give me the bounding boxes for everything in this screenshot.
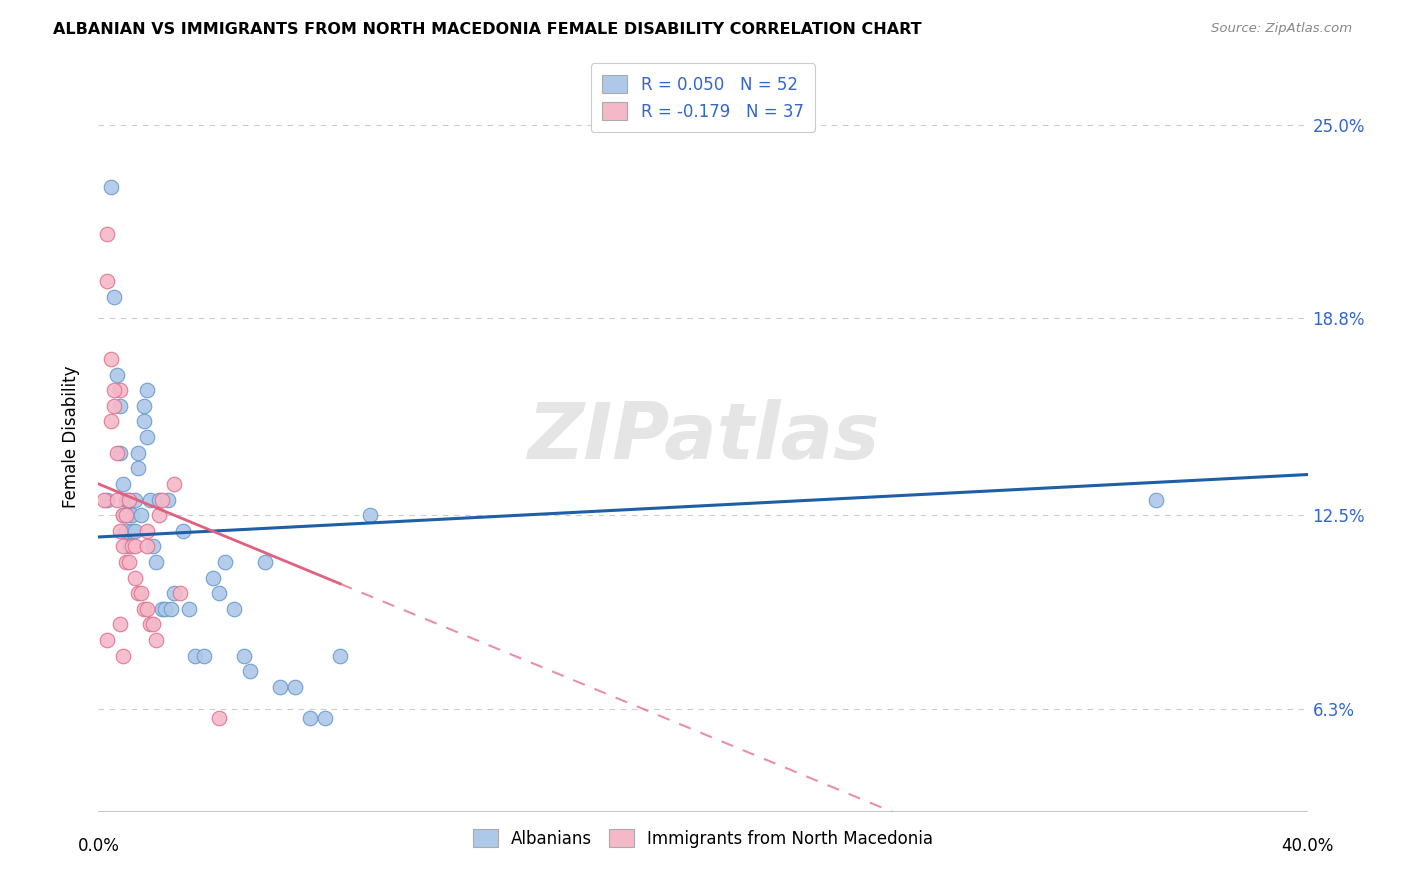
Point	[329, 648, 352, 663]
Point	[360, 508, 382, 523]
Point	[314, 711, 336, 725]
Point	[96, 492, 118, 507]
Point	[232, 648, 254, 663]
Point	[108, 399, 131, 413]
Point	[284, 680, 307, 694]
Point	[135, 430, 157, 444]
Point	[103, 289, 125, 303]
Point	[108, 617, 131, 632]
Point	[179, 602, 201, 616]
Point	[129, 508, 152, 523]
Point	[118, 539, 141, 553]
Point	[100, 414, 122, 429]
Point	[93, 492, 115, 507]
Point	[135, 524, 157, 538]
Text: 0.0%: 0.0%	[77, 837, 120, 855]
Point	[253, 555, 276, 569]
Point	[121, 524, 143, 538]
Point	[127, 446, 149, 460]
Point	[299, 711, 322, 725]
Point	[100, 180, 122, 194]
Point	[111, 539, 134, 553]
Point	[148, 508, 170, 523]
Point	[156, 492, 179, 507]
Point	[150, 492, 173, 507]
Point	[160, 602, 183, 616]
Point	[139, 492, 162, 507]
Point	[132, 602, 155, 616]
Point	[114, 524, 136, 538]
Point	[96, 227, 118, 241]
Point	[96, 274, 118, 288]
Point	[169, 586, 191, 600]
Point	[105, 492, 128, 507]
Point	[124, 524, 146, 538]
Point	[150, 602, 173, 616]
Point	[142, 539, 165, 553]
Text: 40.0%: 40.0%	[1281, 837, 1334, 855]
Point	[239, 664, 262, 679]
Point	[224, 602, 246, 616]
Point	[124, 571, 146, 585]
Point	[129, 586, 152, 600]
Point	[105, 446, 128, 460]
Point	[172, 524, 194, 538]
Point	[135, 384, 157, 398]
Legend: Albanians, Immigrants from North Macedonia: Albanians, Immigrants from North Macedon…	[461, 818, 945, 860]
Point	[132, 399, 155, 413]
Point	[142, 617, 165, 632]
Point	[100, 351, 122, 366]
Point	[127, 461, 149, 475]
Point	[121, 539, 143, 553]
Point	[108, 384, 131, 398]
Point	[163, 586, 186, 600]
Text: Source: ZipAtlas.com: Source: ZipAtlas.com	[1212, 22, 1353, 36]
Point	[103, 384, 125, 398]
Point	[139, 617, 162, 632]
Point	[105, 368, 128, 382]
Point	[108, 446, 131, 460]
Point	[114, 492, 136, 507]
Point	[118, 492, 141, 507]
Point	[145, 633, 167, 648]
Point	[1146, 492, 1168, 507]
Point	[148, 492, 170, 507]
Point	[135, 602, 157, 616]
Point	[132, 414, 155, 429]
Point	[135, 539, 157, 553]
Point	[108, 524, 131, 538]
Point	[114, 555, 136, 569]
Point	[111, 476, 134, 491]
Point	[118, 492, 141, 507]
Point	[145, 555, 167, 569]
Point	[124, 492, 146, 507]
Point	[208, 711, 231, 725]
Point	[118, 555, 141, 569]
Point	[202, 571, 225, 585]
Point	[103, 399, 125, 413]
Point	[208, 586, 231, 600]
Point	[214, 555, 236, 569]
Point	[111, 508, 134, 523]
Point	[118, 508, 141, 523]
Point	[111, 508, 134, 523]
Point	[153, 602, 176, 616]
Point	[163, 476, 186, 491]
Point	[127, 586, 149, 600]
Point	[114, 508, 136, 523]
Point	[193, 648, 215, 663]
Text: ALBANIAN VS IMMIGRANTS FROM NORTH MACEDONIA FEMALE DISABILITY CORRELATION CHART: ALBANIAN VS IMMIGRANTS FROM NORTH MACEDO…	[53, 22, 922, 37]
Point	[114, 508, 136, 523]
Point	[269, 680, 291, 694]
Point	[184, 648, 207, 663]
Point	[124, 539, 146, 553]
Point	[111, 648, 134, 663]
Point	[96, 633, 118, 648]
Point	[121, 508, 143, 523]
Text: ZIPatlas: ZIPatlas	[527, 399, 879, 475]
Y-axis label: Female Disability: Female Disability	[62, 366, 80, 508]
